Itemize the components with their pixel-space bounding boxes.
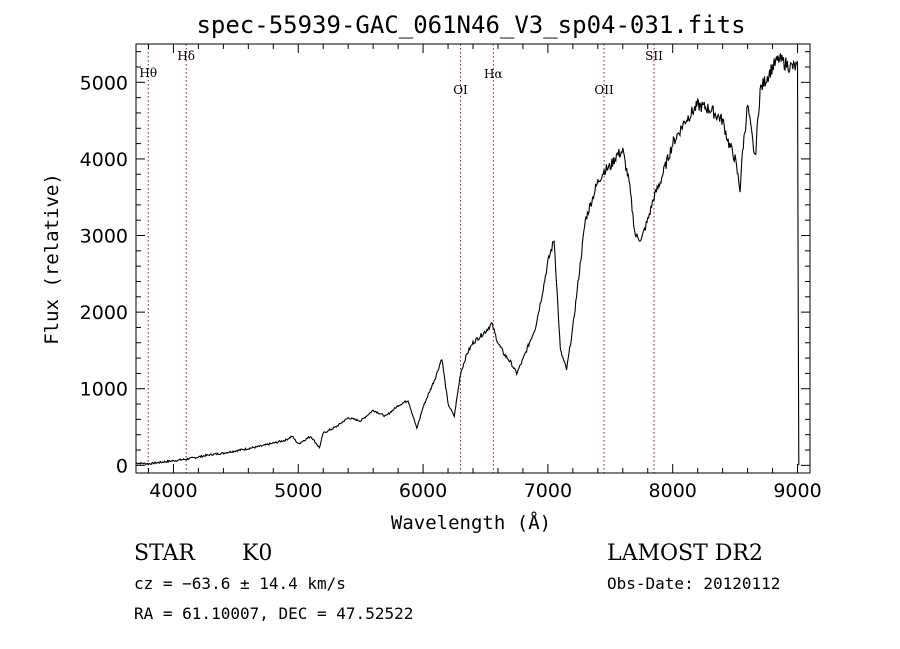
line-marker-label: OII: [594, 83, 614, 97]
y-tick-label: 2000: [80, 302, 128, 324]
survey-name: LAMOST DR2: [607, 541, 763, 566]
x-tick-label: 8000: [649, 480, 697, 502]
y-tick-label: 4000: [80, 149, 128, 171]
info-block: STAR K0 cz = −63.6 ± 14.4 km/s RA = 61.1…: [134, 541, 780, 623]
object-class: STAR: [134, 541, 196, 566]
x-axis-label: Wavelength (Å): [391, 511, 551, 534]
axis-ticks: 4000 5000 6000 7000 8000 9000 0 1000 2000 3000 400…: [80, 44, 822, 502]
line-marker-label: SII: [645, 49, 663, 63]
y-tick-label: 1000: [80, 379, 128, 401]
line-markers: Hθ Hδ OI Hα OII SII: [139, 44, 663, 473]
coordinates-text: RA = 61.10007, DEC = 47.52522: [134, 604, 413, 623]
line-marker-label: Hδ: [177, 49, 195, 63]
y-tick-label: 5000: [80, 72, 128, 94]
spectrum-line: [135, 53, 800, 466]
x-tick-label: 6000: [399, 480, 447, 502]
line-marker-label: Hθ: [139, 66, 157, 80]
x-tick-label: 7000: [524, 480, 572, 502]
y-tick-label: 0: [116, 455, 128, 477]
chart-title: spec-55939-GAC_061N46_V3_sp04-031.fits: [196, 11, 745, 39]
line-marker-label: OI: [453, 83, 468, 97]
x-tick-label: 5000: [274, 480, 322, 502]
redshift-text: cz = −63.6 ± 14.4 km/s: [134, 574, 346, 593]
plot-frame: [135, 43, 811, 474]
obs-date: Obs-Date: 20120112: [607, 574, 780, 593]
object-subclass: K0: [242, 541, 272, 566]
line-marker-label: Hα: [484, 67, 503, 81]
x-tick-label: 4000: [149, 480, 197, 502]
y-tick-label: 3000: [80, 226, 128, 248]
x-tick-label: 9000: [773, 480, 821, 502]
y-axis-label: Flux (relative): [41, 173, 63, 345]
